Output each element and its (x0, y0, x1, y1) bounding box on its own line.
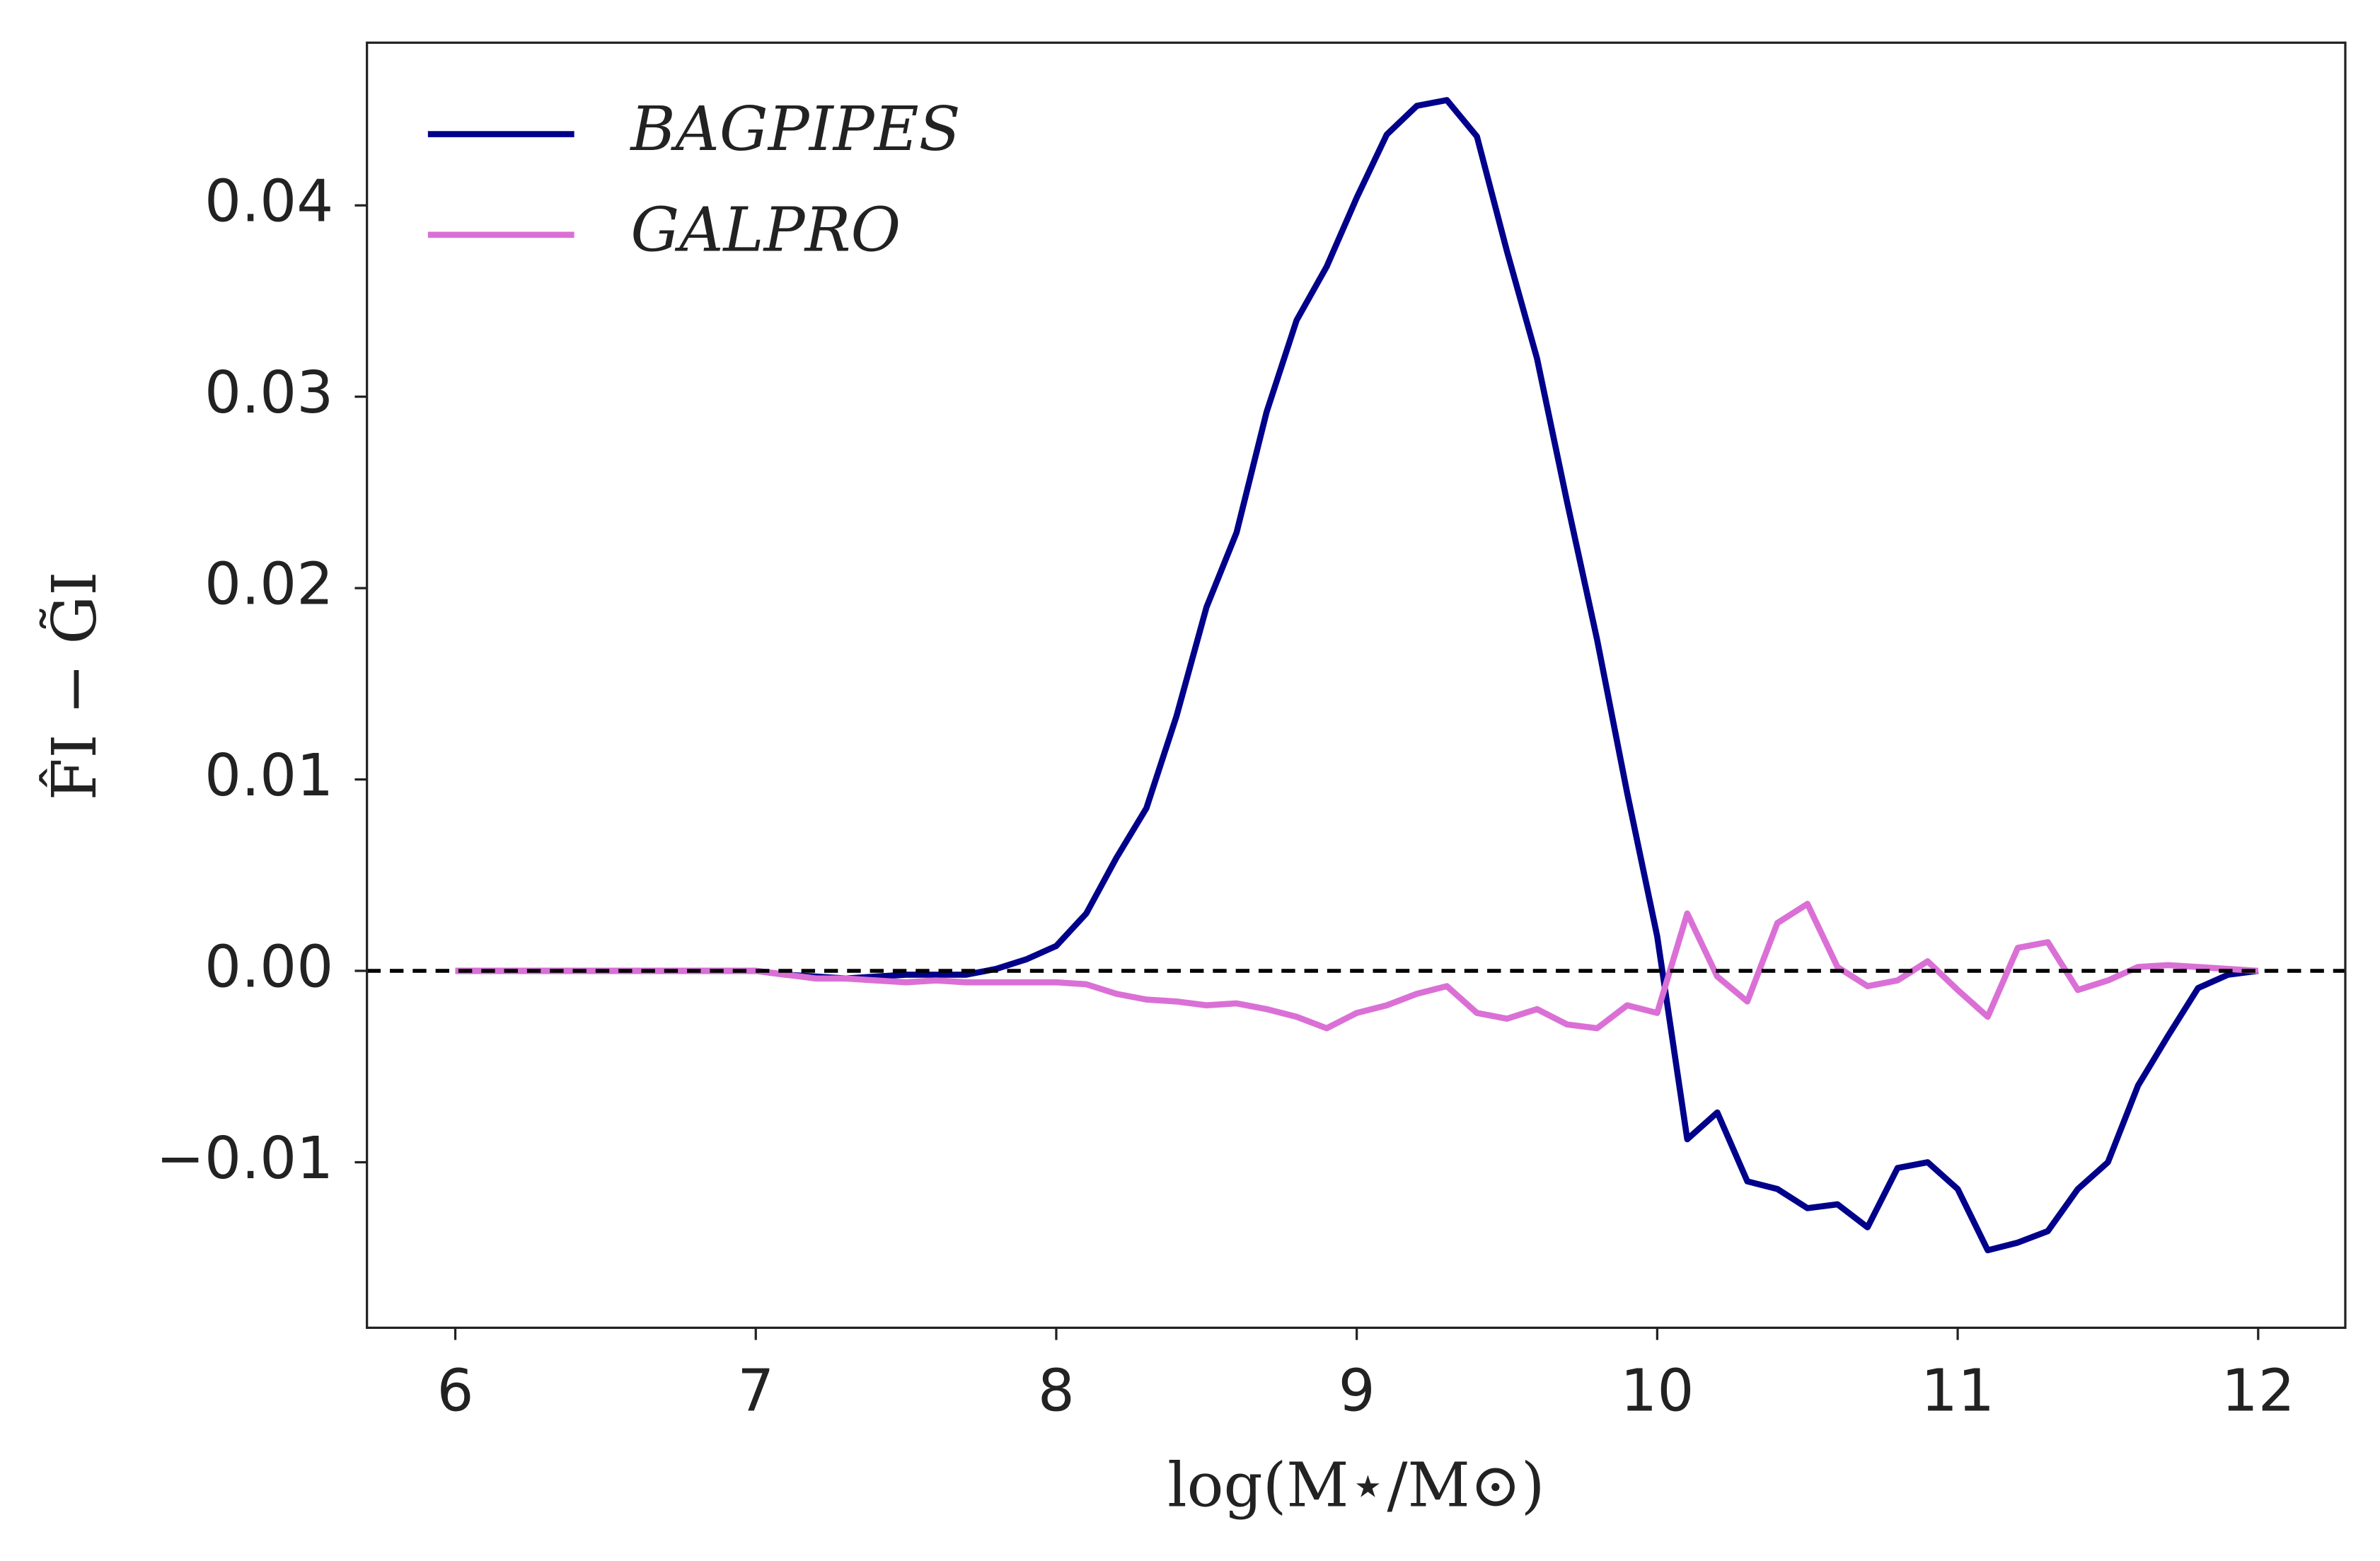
y-tick-label: 0.04 (204, 168, 333, 236)
plot-frame (366, 41, 2347, 1330)
x-tick-label: 12 (2222, 1358, 2295, 1425)
x-tick-label: 7 (737, 1358, 774, 1425)
y-tick-label: 0.01 (204, 742, 333, 810)
y-tick-label: −0.01 (156, 1125, 333, 1192)
x-tick-label: 11 (1921, 1358, 1994, 1425)
y-tick-label: 0.03 (204, 359, 333, 427)
legend-label: GALPRO (630, 195, 901, 265)
y-tick-label: 0.02 (204, 551, 333, 618)
x-axis-label: log(M⋆/M⊙) (1167, 1450, 1544, 1521)
x-tick-label: 9 (1339, 1358, 1375, 1425)
y-tick-label: 0.00 (204, 933, 333, 1001)
x-tick-label: 6 (437, 1358, 473, 1425)
x-tick-label: 10 (1620, 1358, 1694, 1425)
y-axis-label: F̂I − G̃I (40, 572, 111, 801)
x-tick-label: 8 (1038, 1358, 1075, 1425)
legend-label: BAGPIPES (629, 94, 960, 165)
